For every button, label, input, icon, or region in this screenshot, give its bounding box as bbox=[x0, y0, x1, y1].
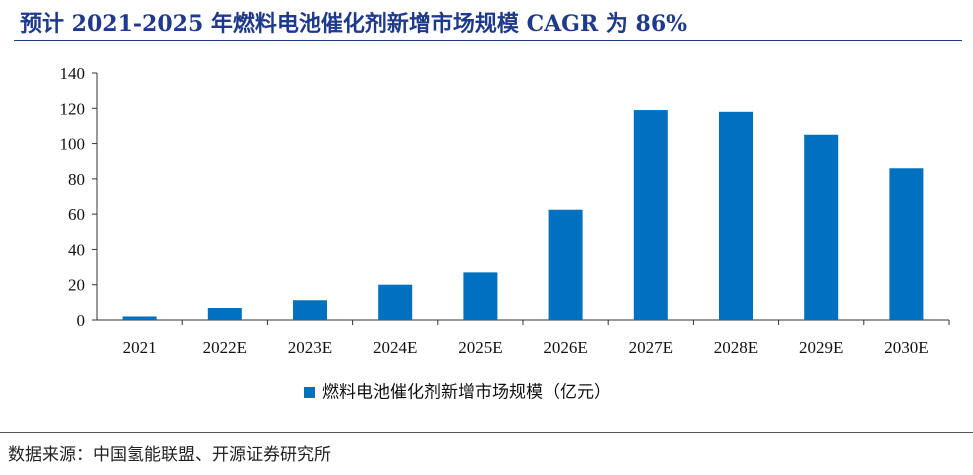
y-tick-label: 60 bbox=[68, 205, 85, 224]
bar bbox=[293, 300, 327, 320]
y-tick-label: 100 bbox=[60, 135, 86, 154]
legend-label: 燃料电池催化剂新增市场规模（亿元） bbox=[322, 383, 611, 403]
y-tick-label: 120 bbox=[60, 99, 86, 118]
y-tick-label: 0 bbox=[77, 311, 86, 330]
x-tick-label: 2024E bbox=[373, 338, 417, 357]
footer-divider bbox=[0, 432, 973, 433]
source-note: 数据来源：中国氢能联盟、开源证券研究所 bbox=[8, 445, 331, 465]
bar bbox=[633, 110, 668, 320]
x-tick-label: 2027E bbox=[629, 338, 673, 357]
y-tick-label: 140 bbox=[60, 64, 86, 83]
bar bbox=[122, 316, 157, 320]
chart-title: 预计 2021-2025 年燃料电池催化剂新增市场规模 CAGR 为 86% bbox=[20, 11, 688, 37]
x-tick-label: 2029E bbox=[799, 338, 843, 357]
title-underline bbox=[14, 40, 962, 41]
x-tick-label: 2025E bbox=[458, 338, 502, 357]
bar bbox=[548, 209, 583, 320]
bar bbox=[207, 308, 242, 320]
x-tick-label: 2021 bbox=[123, 338, 157, 357]
y-tick-label: 80 bbox=[68, 170, 85, 189]
bar bbox=[889, 168, 924, 320]
x-tick-label: 2028E bbox=[714, 338, 758, 357]
bar bbox=[463, 272, 498, 320]
bar bbox=[804, 134, 839, 320]
y-tick-label: 40 bbox=[68, 240, 85, 259]
y-tick-label: 20 bbox=[68, 276, 85, 295]
x-tick-label: 2026E bbox=[543, 338, 587, 357]
x-tick-label: 2022E bbox=[203, 338, 247, 357]
x-tick-label: 2030E bbox=[884, 338, 928, 357]
bar bbox=[719, 111, 753, 320]
x-tick-label: 2023E bbox=[288, 338, 332, 357]
legend-swatch bbox=[304, 387, 315, 398]
bar bbox=[378, 284, 413, 320]
